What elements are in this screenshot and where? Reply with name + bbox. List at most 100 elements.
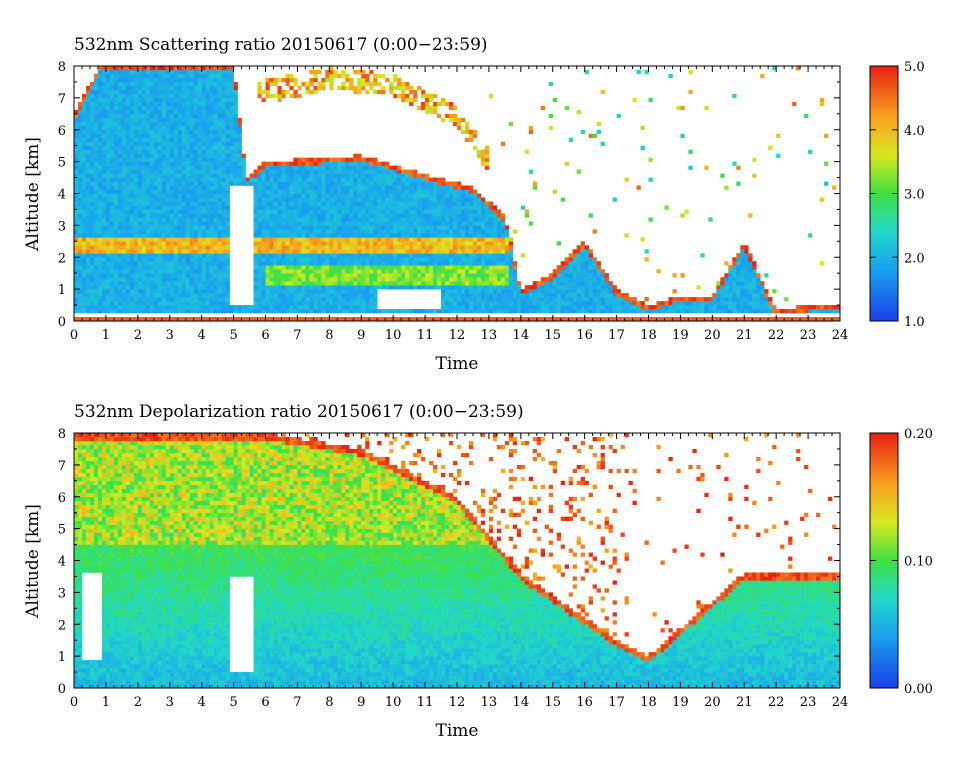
heatmap-cell	[233, 169, 238, 174]
heatmap-cell	[421, 225, 426, 230]
heatmap-cell	[484, 249, 490, 254]
heatmap-cell	[460, 253, 466, 258]
heatmap-cell	[157, 213, 163, 218]
heatmap-cell	[277, 309, 282, 314]
heatmap-cell	[261, 205, 266, 210]
heatmap-cell	[125, 197, 131, 202]
heatmap-cell	[437, 221, 442, 226]
heatmap-cell	[317, 249, 322, 254]
heatmap-cell	[169, 273, 175, 278]
heatmap-cell	[472, 253, 478, 258]
heatmap-cell	[189, 69, 194, 75]
heatmap-cell	[325, 301, 330, 306]
heatmap-cell	[181, 225, 187, 230]
heatmap-cell	[365, 221, 370, 226]
heatmap-cell	[333, 201, 338, 206]
heatmap-cell	[445, 205, 450, 210]
heatmap-cell	[265, 209, 270, 214]
heatmap-cell	[205, 221, 210, 226]
heatmap-cell	[241, 181, 246, 186]
heatmap-cell	[365, 305, 370, 310]
heatmap-cell	[101, 177, 107, 182]
heatmap-cell	[165, 125, 171, 131]
heatmap-cell	[201, 85, 206, 91]
heatmap-cell	[237, 169, 242, 174]
heatmap-cell	[297, 181, 302, 186]
heatmap-cell	[309, 165, 314, 170]
heatmap-cell	[201, 269, 206, 274]
heatmap-cell	[93, 173, 99, 178]
heatmap-cell	[409, 317, 414, 321]
heatmap-cell	[77, 221, 83, 226]
heatmap-cell	[169, 89, 175, 95]
heatmap-cell	[125, 241, 131, 246]
heatmap-cell	[201, 225, 206, 230]
heatmap-cell	[129, 125, 135, 131]
heatmap-cell	[93, 85, 99, 91]
heatmap-cell	[97, 237, 103, 242]
heatmap-cell	[93, 317, 99, 321]
heatmap-cell	[421, 217, 426, 222]
heatmap-cell	[377, 269, 382, 274]
heatmap-cell	[149, 277, 155, 282]
heatmap-cell	[429, 249, 434, 254]
heatmap-cell	[233, 173, 238, 178]
heatmap-cell	[449, 209, 454, 214]
heatmap-cell	[441, 117, 446, 123]
heatmap-cell	[480, 245, 486, 250]
heatmap-cell	[193, 133, 198, 139]
heatmap-cell	[385, 309, 390, 314]
heatmap-cell	[109, 297, 115, 302]
heatmap-cell	[496, 213, 502, 218]
heatmap-cell	[441, 213, 446, 218]
heatmap-cell	[484, 277, 490, 282]
heatmap-cell	[337, 181, 342, 186]
heatmap-cell	[225, 169, 230, 174]
heatmap-cell	[185, 217, 190, 222]
heatmap-cell	[145, 301, 151, 306]
heatmap-cell	[121, 277, 127, 282]
heatmap-cell	[201, 145, 206, 150]
heatmap-cell	[149, 153, 155, 158]
heatmap-cell	[476, 205, 482, 210]
heatmap-cell	[97, 213, 103, 218]
heatmap-cell	[393, 201, 398, 206]
heatmap-cell	[117, 301, 123, 306]
heatmap-cell	[165, 157, 171, 162]
heatmap-cell	[301, 257, 306, 262]
heatmap-cell	[281, 249, 286, 254]
heatmap-cell	[169, 165, 175, 170]
heatmap-cell	[189, 141, 194, 146]
heatmap-cell	[281, 93, 286, 99]
heatmap-cell	[77, 125, 83, 131]
heatmap-cell	[173, 257, 179, 262]
heatmap-cell	[361, 229, 366, 234]
heatmap-cell	[409, 233, 414, 238]
heatmap-cell	[325, 209, 330, 214]
heatmap-cell	[389, 197, 394, 202]
heatmap-cell	[277, 249, 282, 254]
heatmap-cell	[337, 285, 342, 290]
heatmap-cell	[101, 137, 107, 142]
heatmap-cell	[285, 201, 290, 206]
heatmap-cell	[233, 133, 238, 139]
heatmap-cell	[361, 265, 366, 270]
heatmap-cell	[281, 169, 286, 174]
heatmap-cell	[213, 317, 218, 321]
heatmap-cell	[241, 169, 246, 174]
heatmap-cell	[460, 221, 466, 226]
heatmap-cell	[373, 269, 378, 274]
heatmap-cell	[201, 221, 206, 226]
heatmap-cell	[213, 193, 218, 198]
heatmap-cell	[177, 269, 183, 274]
heatmap-cell	[145, 157, 151, 162]
heatmap-cell	[125, 317, 131, 321]
heatmap-cell	[229, 109, 234, 115]
heatmap-cell	[205, 73, 210, 79]
heatmap-cell	[157, 81, 163, 87]
heatmap-cell	[89, 129, 95, 135]
heatmap-cell	[413, 217, 418, 222]
heatmap-cell	[285, 209, 290, 214]
heatmap-cell	[225, 141, 230, 146]
heatmap-cell	[109, 129, 115, 135]
